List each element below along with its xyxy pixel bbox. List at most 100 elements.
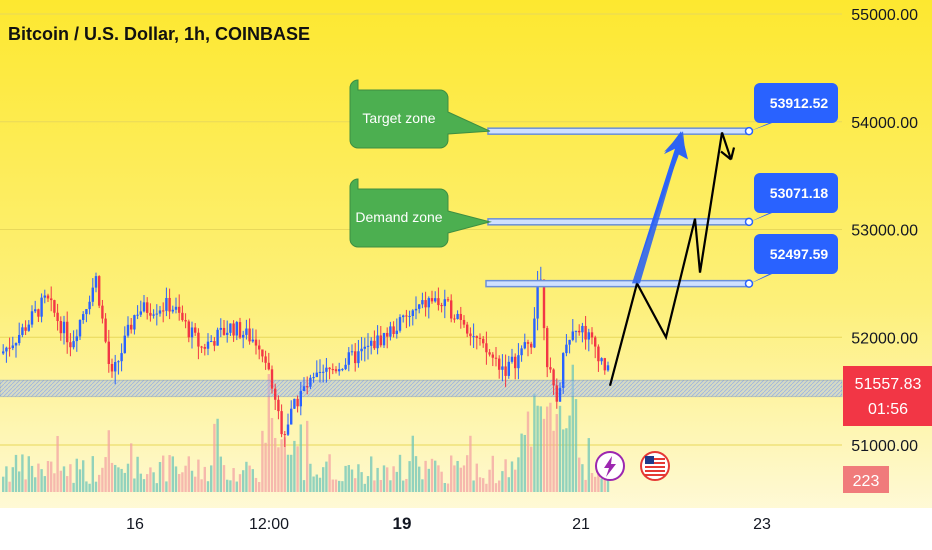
candle [501,366,504,370]
volume-bar [408,461,411,492]
volume-bar [491,455,494,492]
volume-bar [456,460,459,492]
volume-bar [242,470,245,492]
volume-bar [85,481,88,492]
volume-bar [533,393,536,492]
candle [286,424,290,435]
volume-bar [56,435,59,492]
candle [526,342,530,344]
volume-bar [571,364,574,492]
candle [386,332,389,337]
volume-bar [366,476,370,492]
candle [430,298,434,302]
volume-bar [210,465,213,492]
level-handle [744,279,754,288]
flag-stripe-icon [645,458,665,460]
candle [293,398,296,409]
candle [267,362,270,370]
candle [309,377,312,387]
volume-bar [299,424,302,492]
candle [261,349,264,357]
candle [482,338,485,344]
candle [475,336,478,338]
candle [133,315,136,330]
volume-bar [40,469,43,492]
volume-bar [11,467,14,492]
candle [536,280,539,319]
volume-bar [280,439,283,492]
candle [270,369,274,389]
candle [363,346,366,349]
volume-bar [318,477,322,492]
volume-bar [565,428,568,492]
candle [242,334,245,338]
candle [258,345,261,350]
candle [370,340,373,346]
candle [344,364,347,370]
level-lines: 53912.52 Target zone 53071.18 Demand zone 52… [349,79,838,288]
price-axis[interactable]: 55000.00 54000.00 53000.00 52000.00 51000.00… [843,7,932,493]
volume-bar [8,481,11,492]
volume-bar [328,454,331,492]
candle [8,347,11,349]
candle [2,351,5,354]
volume-bar [88,483,91,492]
level-3: 52497.59 [485,234,838,288]
candle [158,310,162,314]
candle [21,327,24,335]
volume-bar [360,472,363,492]
volume-bar [590,473,594,492]
volume-bar [5,466,8,492]
candle [520,348,523,356]
time-tick-label: 23 [753,516,771,533]
chart-title: Bitcoin / U.S. Dollar, 1h, COINBASE [8,24,310,44]
level-handle [744,217,754,227]
volume-bar [21,454,24,492]
candle [165,297,168,311]
time-axis[interactable]: 16 12:00 19 21 23 [126,514,771,533]
candle [53,300,56,313]
candle [126,324,130,336]
volume-bar [14,454,18,492]
candle [571,331,574,340]
volume-bar [482,478,485,492]
candle [283,434,286,436]
candle [155,313,158,315]
candle [94,276,98,288]
candle [568,339,571,345]
volume-bar [424,460,427,492]
time-tick-label: 16 [126,516,144,533]
price-callout-value: 53912.52 [770,95,829,111]
volume-bar [194,476,197,492]
candle [146,302,149,313]
zone-bubble [349,178,492,248]
volume-bar [46,461,50,492]
volume-bar [312,476,315,492]
volume-bar [18,471,21,492]
candle [478,337,482,339]
candle [139,311,142,315]
volume-bar [136,456,139,492]
volume-bar [59,470,62,492]
candle [411,310,414,316]
volume-tag-value: 223 [853,473,880,490]
candle [491,354,494,358]
level-line [487,218,751,226]
volume-bar [402,480,405,492]
candle [376,335,379,349]
candle [210,341,213,343]
candle [366,345,370,347]
volume-bar [510,461,514,492]
volume-bar [389,480,392,492]
candle [149,312,152,316]
volume-bars [2,364,610,492]
candle [69,342,72,348]
volume-bar [120,468,123,492]
candle [117,361,120,363]
volume-bar [434,460,437,492]
candle [136,314,139,316]
volume-bar [222,465,226,492]
volume-bar [72,482,75,492]
support-band-outline [0,379,843,398]
